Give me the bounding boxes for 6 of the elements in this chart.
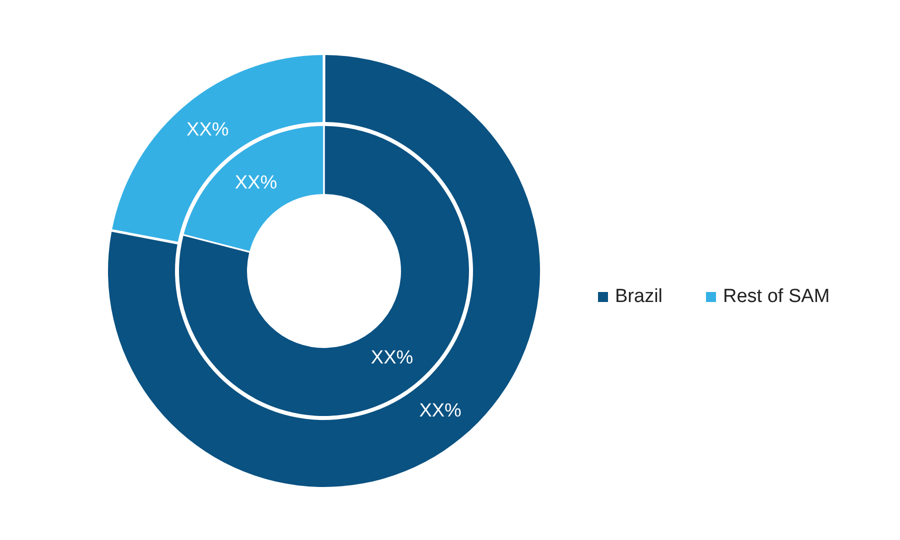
data-label: XX% (234, 172, 278, 194)
legend-label: Rest of SAM (723, 286, 830, 308)
legend-label: Brazil (615, 286, 663, 308)
data-label: XX% (419, 400, 462, 422)
data-label: XX% (186, 119, 229, 140)
data-label: XX% (370, 348, 414, 369)
